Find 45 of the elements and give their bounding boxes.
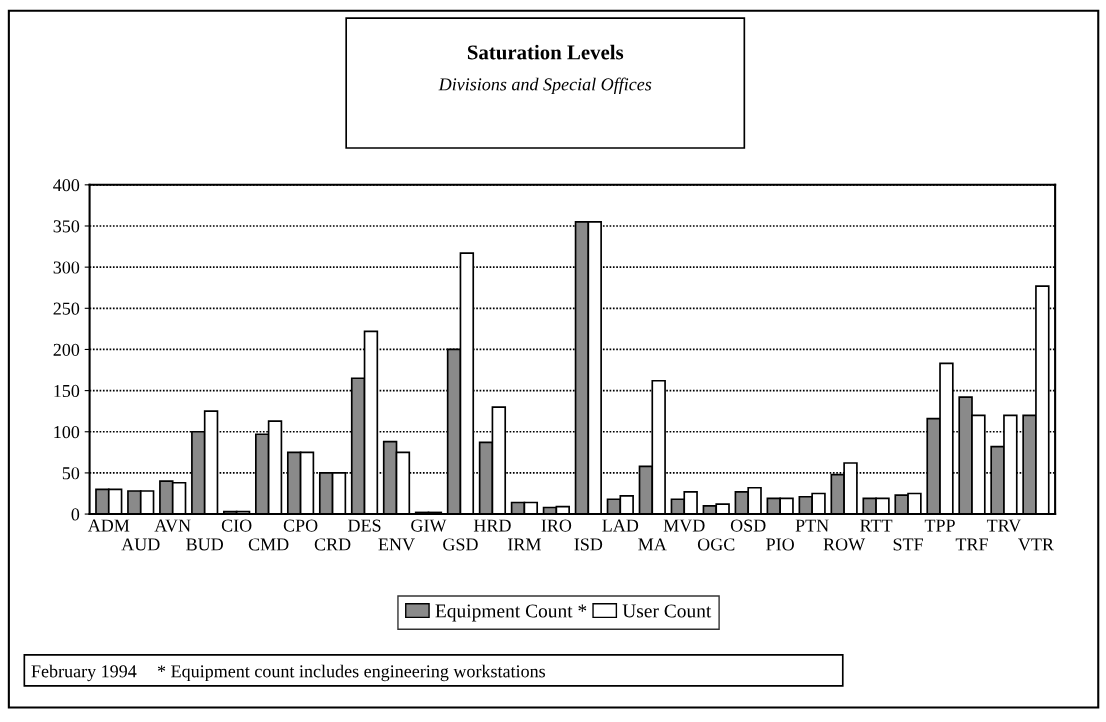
x-tick-label: MVD	[663, 519, 705, 532]
y-tick-label: 250	[53, 302, 80, 315]
y-tick-label: 50	[62, 467, 80, 480]
y-tick-label: 300	[53, 261, 80, 274]
text: February 1994	[31, 664, 137, 682]
y-tick-label: 350	[53, 220, 80, 233]
x-tick-label: STF	[893, 538, 923, 551]
y-tick-label: 150	[54, 384, 80, 398]
x-tick-label: LAD	[602, 519, 639, 532]
x-tick-label: IRM	[507, 538, 541, 551]
x-tick-label: HRD	[473, 519, 511, 532]
y-tick-label: 0	[71, 508, 80, 521]
y-tick-label: 400	[53, 179, 80, 192]
x-tick-label: ROW	[823, 538, 866, 551]
x-tick-label: TRV	[986, 519, 1022, 532]
x-tick-label: OGC	[697, 538, 735, 551]
x-tick-label: CPO	[283, 519, 318, 532]
x-tick-label: PTN	[795, 519, 829, 532]
y-tick-label: 100	[54, 426, 80, 439]
x-tick-label: TRF	[955, 538, 988, 551]
x-tick-label: CRD	[314, 538, 351, 551]
x-tick-label: AUD	[121, 538, 160, 551]
legend-label: Equipment Count *	[435, 604, 587, 622]
x-tick-label: RTT	[860, 519, 893, 532]
x-tick-label: ADM	[87, 519, 130, 532]
x-tick-label: AVN	[154, 519, 191, 532]
x-tick-label: CIO	[221, 519, 252, 532]
x-tick-label: BUD	[186, 538, 224, 551]
x-tick-label: ENV	[378, 538, 415, 551]
x-tick-label: GIW	[411, 519, 447, 532]
legend-label: User Count	[622, 604, 712, 618]
x-tick-label: TPP	[924, 519, 955, 532]
x-tick-label: VTR	[1018, 538, 1054, 551]
x-tick-label: CMD	[248, 538, 289, 551]
x-tick-label: GSD	[443, 538, 478, 551]
x-tick-label: MA	[638, 538, 667, 551]
chart-subtitle: Divisions and Special Offices	[438, 77, 652, 95]
x-tick-label: PIO	[766, 538, 794, 551]
x-tick-label: ISD	[574, 538, 603, 551]
x-tick-label: DES	[348, 519, 381, 532]
chart-title: Saturation Levels	[467, 44, 624, 60]
y-tick-label: 200	[53, 343, 80, 356]
text: * Equipment count includes engineering workstations	[157, 664, 546, 682]
x-tick-label: OSD	[730, 519, 766, 532]
x-tick-label: IRO	[541, 519, 572, 532]
